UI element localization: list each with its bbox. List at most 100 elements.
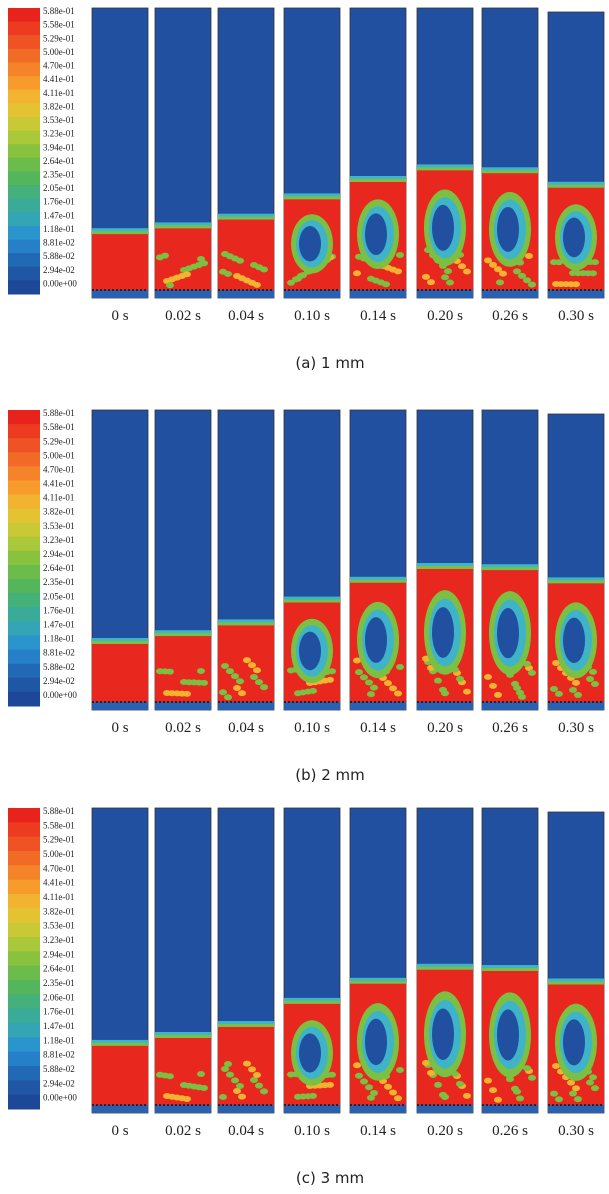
colorbar-swatch: [8, 822, 40, 837]
colorbar-label: 2.05e-01: [43, 183, 75, 193]
bubble: [555, 691, 563, 697]
colorbar-label: 0.00e+00: [43, 278, 77, 288]
colorbar-label: 2.05e-01: [43, 591, 75, 601]
time-label: 0.02 s: [165, 1123, 201, 1139]
plenum: [155, 702, 211, 710]
colorbar-label: 3.23e-01: [43, 129, 75, 139]
contour-column: [548, 12, 604, 298]
colorbar-swatch: [8, 880, 40, 895]
time-label: 0.14 s: [360, 720, 396, 736]
colorbar-label: 4.70e-01: [43, 61, 75, 71]
bubble: [221, 663, 229, 669]
colorbar-label: 5.58e-01: [43, 20, 75, 30]
caption: (a) 1 mm: [295, 354, 364, 372]
void: [299, 1033, 321, 1072]
bed: [92, 644, 148, 702]
bubble: [238, 690, 246, 696]
colorbar-label: 5.58e-01: [43, 422, 75, 432]
bubble: [226, 668, 234, 674]
bed-top-band: [350, 179, 406, 182]
colorbar-label: 4.70e-01: [43, 464, 75, 474]
plenum: [548, 1105, 604, 1113]
colorbar-label: 3.53e-01: [43, 521, 75, 531]
bubble: [253, 1072, 261, 1078]
time-label: 0.02 s: [165, 308, 201, 324]
bubble: [555, 1096, 563, 1102]
bubble: [370, 685, 378, 691]
bubble: [166, 1073, 174, 1079]
bubble: [260, 1088, 268, 1094]
bed-top-band: [548, 580, 604, 583]
void: [299, 632, 321, 671]
plenum: [417, 1105, 473, 1113]
time-label: 0.10 s: [294, 1123, 330, 1139]
bubble: [360, 1079, 368, 1085]
contour-column: [92, 410, 148, 710]
bubble: [516, 1095, 524, 1101]
bubble: [494, 1097, 502, 1103]
bed-top-band: [92, 1043, 148, 1046]
bubble: [183, 271, 191, 277]
colorbar-swatch: [8, 523, 40, 538]
time-label: 0.26 s: [492, 308, 528, 324]
colorbar-label: 5.58e-01: [43, 820, 75, 830]
colorbar-label: 2.35e-01: [43, 577, 75, 587]
time-label: 0.20 s: [427, 720, 463, 736]
colorbar-swatch: [8, 144, 40, 158]
colorbar-label: 1.47e-01: [43, 210, 75, 220]
colorbar-label: 4.11e-01: [43, 493, 74, 503]
contour-column: [482, 8, 538, 298]
bubble: [589, 1074, 597, 1080]
bubble: [394, 690, 402, 696]
colorbar-swatch: [8, 565, 40, 580]
colorbar-label: 3.82e-01: [43, 101, 75, 111]
bubble: [456, 1081, 464, 1087]
contour-column: [218, 8, 274, 298]
colorbar-swatch: [8, 908, 40, 923]
colorbar-swatch: [8, 267, 40, 281]
colorbar-swatch: [8, 1095, 40, 1110]
bed-top-band: [92, 231, 148, 234]
colorbar-swatch: [8, 22, 40, 36]
bubble: [309, 688, 317, 694]
plenum: [92, 290, 148, 298]
bed-top-band: [284, 196, 340, 199]
time-label: 0.04 s: [228, 308, 264, 324]
bubble: [224, 271, 232, 277]
bubble: [260, 684, 268, 690]
caption: (b) 2 mm: [295, 766, 365, 784]
colorbar-label: 5.88e-02: [43, 662, 75, 672]
plenum: [548, 702, 604, 710]
bubble: [489, 683, 497, 689]
bubble: [166, 282, 174, 288]
plenum: [350, 290, 406, 298]
colorbar-swatch: [8, 240, 40, 254]
bubble: [224, 1061, 232, 1067]
plenum: [350, 702, 406, 710]
colorbar-swatch: [8, 76, 40, 90]
bed-top-band: [284, 600, 340, 603]
plenum: [417, 702, 473, 710]
colorbar-label: 2.94e-01: [43, 949, 75, 959]
colorbar-label: 2.94e-02: [43, 676, 75, 686]
bubble: [365, 679, 373, 685]
bubble: [550, 686, 558, 692]
colorbar-label: 3.23e-01: [43, 535, 75, 545]
contour-column: [155, 410, 211, 710]
plenum: [218, 1105, 274, 1113]
colorbar-swatch: [8, 851, 40, 866]
plenum: [92, 1105, 148, 1113]
bubble: [382, 281, 390, 287]
colorbar-swatch: [8, 1066, 40, 1081]
colorbar-label: 5.29e-01: [43, 33, 75, 43]
bubble: [238, 1094, 246, 1100]
bubble: [219, 1094, 227, 1100]
plenum: [218, 290, 274, 298]
bed: [92, 234, 148, 290]
bubble: [236, 258, 244, 264]
colorbar-label: 8.81e-02: [43, 1050, 75, 1060]
colorbar-swatch: [8, 1009, 40, 1024]
bed-top-band: [417, 566, 473, 569]
colorbar-swatch: [8, 865, 40, 880]
bubble: [250, 674, 258, 680]
